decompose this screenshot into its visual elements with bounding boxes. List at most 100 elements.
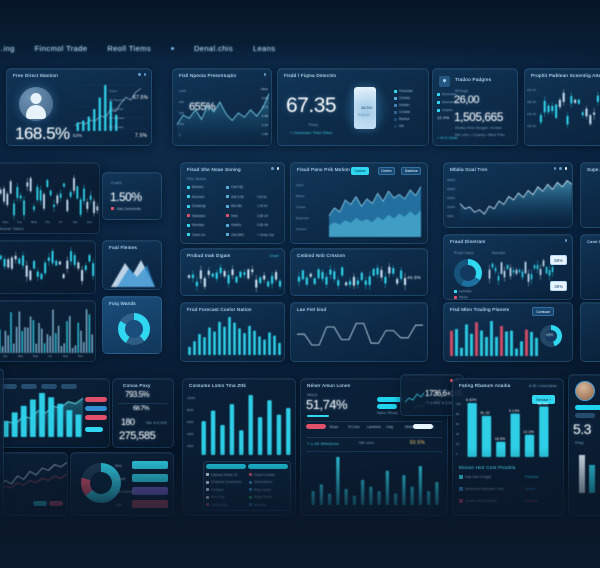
- card-menu-icon[interactable]: [263, 73, 266, 76]
- card-forecast-column[interactable]: Frod Forecast Coelor Nation: [180, 302, 285, 362]
- never-amun-chip-3[interactable]: Ootg: [386, 425, 393, 429]
- user-photo-avatar[interactable]: [575, 381, 595, 401]
- news-row-value: + Untan Sar: [257, 232, 275, 237]
- news-row-3[interactable]: Nwrstans Hrdn 3.88 Ulr: [187, 214, 268, 218]
- card-candle-overview[interactable]: Prophit Pwblean Sceentiig Attentiom 220.…: [524, 68, 600, 146]
- media-goal-y-4: 5000: [447, 215, 454, 218]
- price-motion-tab-2[interactable]: Opstars: [350, 167, 369, 175]
- product-high-link[interactable]: Chart: [269, 254, 279, 258]
- card-consumer-time[interactable]: Consume Lomn Tma Zttk 10000 8000 6000 4000 2…: [182, 378, 296, 516]
- never-amun-pill-1[interactable]: [377, 397, 403, 402]
- card-left-sidebar-strip[interactable]: [0, 368, 4, 518]
- card-media-goal[interactable]: Mbdia Goal Tren 25000 20000 15000 10000 5000: [443, 162, 573, 228]
- news-row-4[interactable]: Monnlan Gwtrtrs 0.86 Nb: [187, 223, 268, 227]
- profile-pill-2[interactable]: [575, 413, 595, 418]
- bac-toolbar-pill-1[interactable]: [21, 384, 37, 389]
- card-fraud-detection[interactable]: Fisdd l Fiqma Dstectim 67.35 Thetu + Cea…: [277, 68, 429, 146]
- user-trend-right-1: 67.5%: [133, 95, 149, 101]
- card-combo-stat[interactable]: Conoa Poxy 793.5% 68.7% 180 Nbr 6.6.930 …: [112, 378, 174, 448]
- news-row-2[interactable]: Donaringi Mis Mie 1.45 tm: [187, 204, 268, 208]
- card-menu-icon[interactable]: [564, 239, 567, 242]
- consumer-table-row[interactable]: Indprseo Nmtre Ot Cmod Comtom: [206, 471, 288, 479]
- nav-item-1[interactable]: Fincmol Trade: [34, 44, 88, 53]
- card-trader-widget[interactable]: Tradoo Padgres Mirtoge 26,00 1,505,665 D…: [432, 68, 518, 146]
- rating-list-row-0[interactable]: Inab Cam Comgat Prnmiosn: [459, 475, 559, 479]
- price-motion-chart: [328, 186, 422, 237]
- never-amun-chip-2[interactable]: Lanetuios: [367, 425, 381, 429]
- card-bar-area-combo[interactable]: [0, 378, 110, 448]
- market-candles-caption: Anorwr Taters: [0, 227, 24, 231]
- news-row-left: Nwrstans: [192, 213, 206, 218]
- user-trend-chart: [74, 84, 147, 131]
- consumer-table-row[interactable]: Einstome Govemmen Qnbomtmors: [206, 479, 288, 487]
- rate-legend-label: Elek Cwmmentia: [117, 207, 141, 211]
- bac-toolbar-pill-3[interactable]: [61, 384, 77, 389]
- fraud-legend-row-0: Finanzian: [394, 89, 413, 93]
- trader-row-label: Nowmbmi: [442, 100, 456, 104]
- never-amun-pill-2[interactable]: [377, 404, 397, 409]
- card-actions[interactable]: [271, 167, 279, 170]
- card-combo-candle[interactable]: Cmbind Nnb Crssiom 44.5%: [290, 248, 428, 296]
- card-product-high[interactable]: Probud Inak Digam Chart: [180, 248, 285, 296]
- news-row-5[interactable]: Omen rm Omt MIO + Untan Sar: [187, 233, 274, 237]
- card-trading-planets[interactable]: Fisd Mlen Trading Planets Comtoan 45%: [443, 302, 573, 362]
- speed-y-label-1: 900: [179, 100, 185, 104]
- row-label-left: Cmdltam: [210, 487, 224, 492]
- expand-icon[interactable]: [143, 73, 146, 76]
- price-motion-tab-0[interactable]: Dashboa: [401, 167, 421, 175]
- bac-toolbar-pill-2[interactable]: [41, 384, 57, 389]
- consumer-time-bars: [201, 395, 291, 455]
- nav-item-3[interactable]: Denal.chis: [193, 44, 233, 53]
- card-left-bars[interactable]: Jan Mar May Jul Sep Nov: [0, 300, 96, 362]
- card-actions[interactable]: [553, 167, 567, 170]
- news-row-1[interactable]: Bconnen Sub 0.06 Cml tlu: [187, 195, 267, 199]
- card-left-candles-2[interactable]: [0, 240, 96, 294]
- consumer-table-row[interactable]: Nbre Ray Nmprt Ndom: [206, 494, 288, 502]
- price-motion-tab-1[interactable]: Conten: [377, 167, 395, 175]
- never-amun-chip-1[interactable]: Ol Cons: [348, 425, 360, 429]
- nav-item-2[interactable]: Reoll Tiems: [107, 44, 151, 53]
- profile-pill-1[interactable]: [575, 405, 600, 410]
- card-fraud-flames[interactable]: Foal Flemes: [102, 240, 162, 290]
- card-fraud-direction[interactable]: Fraud Dinetram Propl trans Nomaie 55% 35…: [443, 234, 573, 300]
- minimize-icon[interactable]: [138, 73, 141, 76]
- consumer-table-header-1[interactable]: [248, 463, 288, 469]
- rating-list-row-2[interactable]: Onmtbe ntoa Pronbitm Nmoterm: [459, 499, 559, 503]
- consumer-table-row[interactable]: Omste Piloy Nborliom: [206, 501, 288, 509]
- legend-swatch: [454, 289, 457, 293]
- news-row-0[interactable]: Bionnes Cwb Hly: [187, 185, 257, 189]
- bac-toolbar-pill-0[interactable]: [1, 384, 17, 389]
- card-combo-right-tile[interactable]: Camt Dcls: [580, 234, 600, 300]
- legend-swatch: [394, 117, 397, 121]
- card-right-edge-tile[interactable]: [580, 302, 600, 362]
- news-row-dot-2: [226, 195, 229, 198]
- card-lae-fiel[interactable]: Lae Fiel kiod: [290, 302, 428, 362]
- trading-planets-badge[interactable]: Comtoan: [532, 307, 554, 316]
- rating-badge[interactable]: Rentaot +: [532, 395, 555, 404]
- consumer-time-table[interactable]: Indprseo Nmtre Ot Cmod Comtom Einstome Gov…: [203, 461, 291, 511]
- nav-item-4[interactable]: Leans: [253, 44, 276, 53]
- card-super-tile[interactable]: Supe...: [580, 162, 600, 228]
- card-user-trend[interactable]: Free Direct Mantion 168.5% 63% 67.5% 7.5…: [6, 68, 152, 146]
- consumer-table-row[interactable]: Cmdltam Rmpr Nndbr: [206, 486, 288, 494]
- fraud-direction-candles: [488, 258, 554, 287]
- never-amun-chip-4[interactable]: Nbmmctso: [405, 425, 420, 429]
- nav-item-0[interactable]: ...ing: [0, 44, 15, 53]
- card-actions[interactable]: [138, 73, 146, 76]
- card-price-motion[interactable]: Fisud Panu Prik Motion Dashboa Conten Opst…: [290, 162, 428, 244]
- never-amun-chip-0[interactable]: Oknpe: [329, 425, 339, 429]
- card-faiq-wands[interactable]: Foiq Wands: [102, 296, 162, 354]
- card-profile-tile[interactable]: 5.3 Pliay: [568, 374, 600, 516]
- consumer-table-header-0[interactable]: [206, 463, 246, 469]
- legend-swatch: [394, 103, 397, 107]
- card-news-serving[interactable]: Fisud She Noae Soning Finr Seane Bionnes…: [180, 162, 285, 244]
- card-bottom-left-line[interactable]: [0, 452, 68, 516]
- card-rate-tile[interactable]: Crank 1.50% Elek Cwmmentia: [102, 172, 162, 220]
- card-market-candles[interactable]: Mon Tue Wed Thu Fri Sat Sun Anorwr Taters: [0, 162, 100, 234]
- rating-list-row-1[interactable]: Bnmnerson Abmobke Cmlo Nbrmte: [459, 487, 559, 491]
- card-rating-analytics[interactable]: Fating Rbasum Anaitia A IB Lnsectatan Re…: [452, 378, 564, 516]
- card-speed-presentation[interactable]: Fisil Npeoia Presentuqtio 655% 1200 900 60…: [172, 68, 272, 146]
- bac-legend-extra: [85, 427, 103, 432]
- card-bottom-donut[interactable]: Nbre Lmntak Obtl Cmtrmns Jnftk: [70, 452, 174, 516]
- trader-row-1: Nowmbmi: [437, 100, 455, 104]
